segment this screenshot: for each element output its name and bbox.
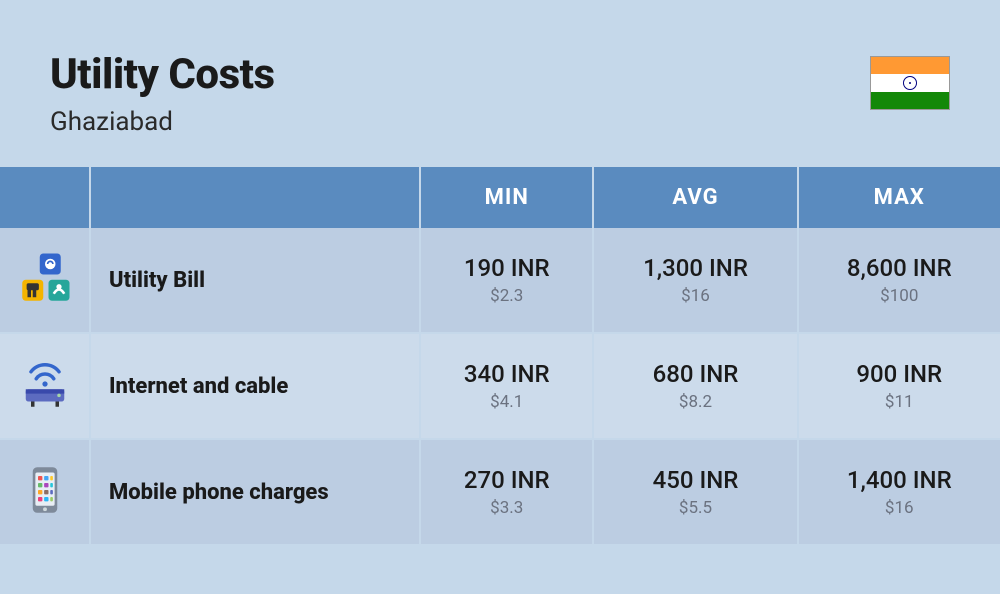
col-label — [90, 167, 420, 228]
cell-avg: 450 INR $5.5 — [593, 439, 797, 545]
value-secondary: $11 — [809, 392, 990, 412]
row-label: Utility Bill — [90, 228, 420, 333]
cell-max: 8,600 INR $100 — [798, 228, 1000, 333]
value-primary: 340 INR — [431, 360, 582, 388]
value-secondary: $2.3 — [431, 286, 582, 306]
row-label: Internet and cable — [90, 333, 420, 439]
row-icon-cell — [0, 439, 90, 545]
row-label: Mobile phone charges — [90, 439, 420, 545]
page-subtitle: Ghaziabad — [50, 107, 275, 137]
table-header-row: MIN AVG MAX — [0, 167, 1000, 228]
value-primary: 190 INR — [431, 254, 582, 282]
value-primary: 270 INR — [431, 466, 582, 494]
utility-bill-icon — [17, 250, 73, 306]
col-icon — [0, 167, 90, 228]
row-icon-cell — [0, 333, 90, 439]
table-row: Internet and cable 340 INR $4.1 680 INR … — [0, 333, 1000, 439]
cell-avg: 680 INR $8.2 — [593, 333, 797, 439]
cell-min: 270 INR $3.3 — [420, 439, 593, 545]
value-secondary: $16 — [809, 498, 990, 518]
value-secondary: $16 — [604, 286, 786, 306]
col-max: MAX — [798, 167, 1000, 228]
cell-max: 1,400 INR $16 — [798, 439, 1000, 545]
table-row: Mobile phone charges 270 INR $3.3 450 IN… — [0, 439, 1000, 545]
mobile-phone-icon — [17, 462, 73, 518]
value-secondary: $8.2 — [604, 392, 786, 412]
value-primary: 1,400 INR — [809, 466, 990, 494]
cell-avg: 1,300 INR $16 — [593, 228, 797, 333]
cell-max: 900 INR $11 — [798, 333, 1000, 439]
header: Utility Costs Ghaziabad — [0, 0, 1000, 167]
cell-min: 190 INR $2.3 — [420, 228, 593, 333]
value-primary: 680 INR — [604, 360, 786, 388]
value-secondary: $100 — [809, 286, 990, 306]
internet-cable-icon — [17, 356, 73, 412]
value-primary: 1,300 INR — [604, 254, 786, 282]
value-secondary: $3.3 — [431, 498, 582, 518]
col-min: MIN — [420, 167, 593, 228]
page-title: Utility Costs — [50, 50, 275, 99]
table-row: Utility Bill 190 INR $2.3 1,300 INR $16 … — [0, 228, 1000, 333]
costs-table: MIN AVG MAX Utility Bill — [0, 167, 1000, 546]
title-block: Utility Costs Ghaziabad — [50, 50, 275, 137]
value-primary: 450 INR — [604, 466, 786, 494]
india-flag-icon — [870, 56, 950, 110]
cell-min: 340 INR $4.1 — [420, 333, 593, 439]
row-icon-cell — [0, 228, 90, 333]
value-secondary: $5.5 — [604, 498, 786, 518]
value-primary: 900 INR — [809, 360, 990, 388]
col-avg: AVG — [593, 167, 797, 228]
value-secondary: $4.1 — [431, 392, 582, 412]
value-primary: 8,600 INR — [809, 254, 990, 282]
